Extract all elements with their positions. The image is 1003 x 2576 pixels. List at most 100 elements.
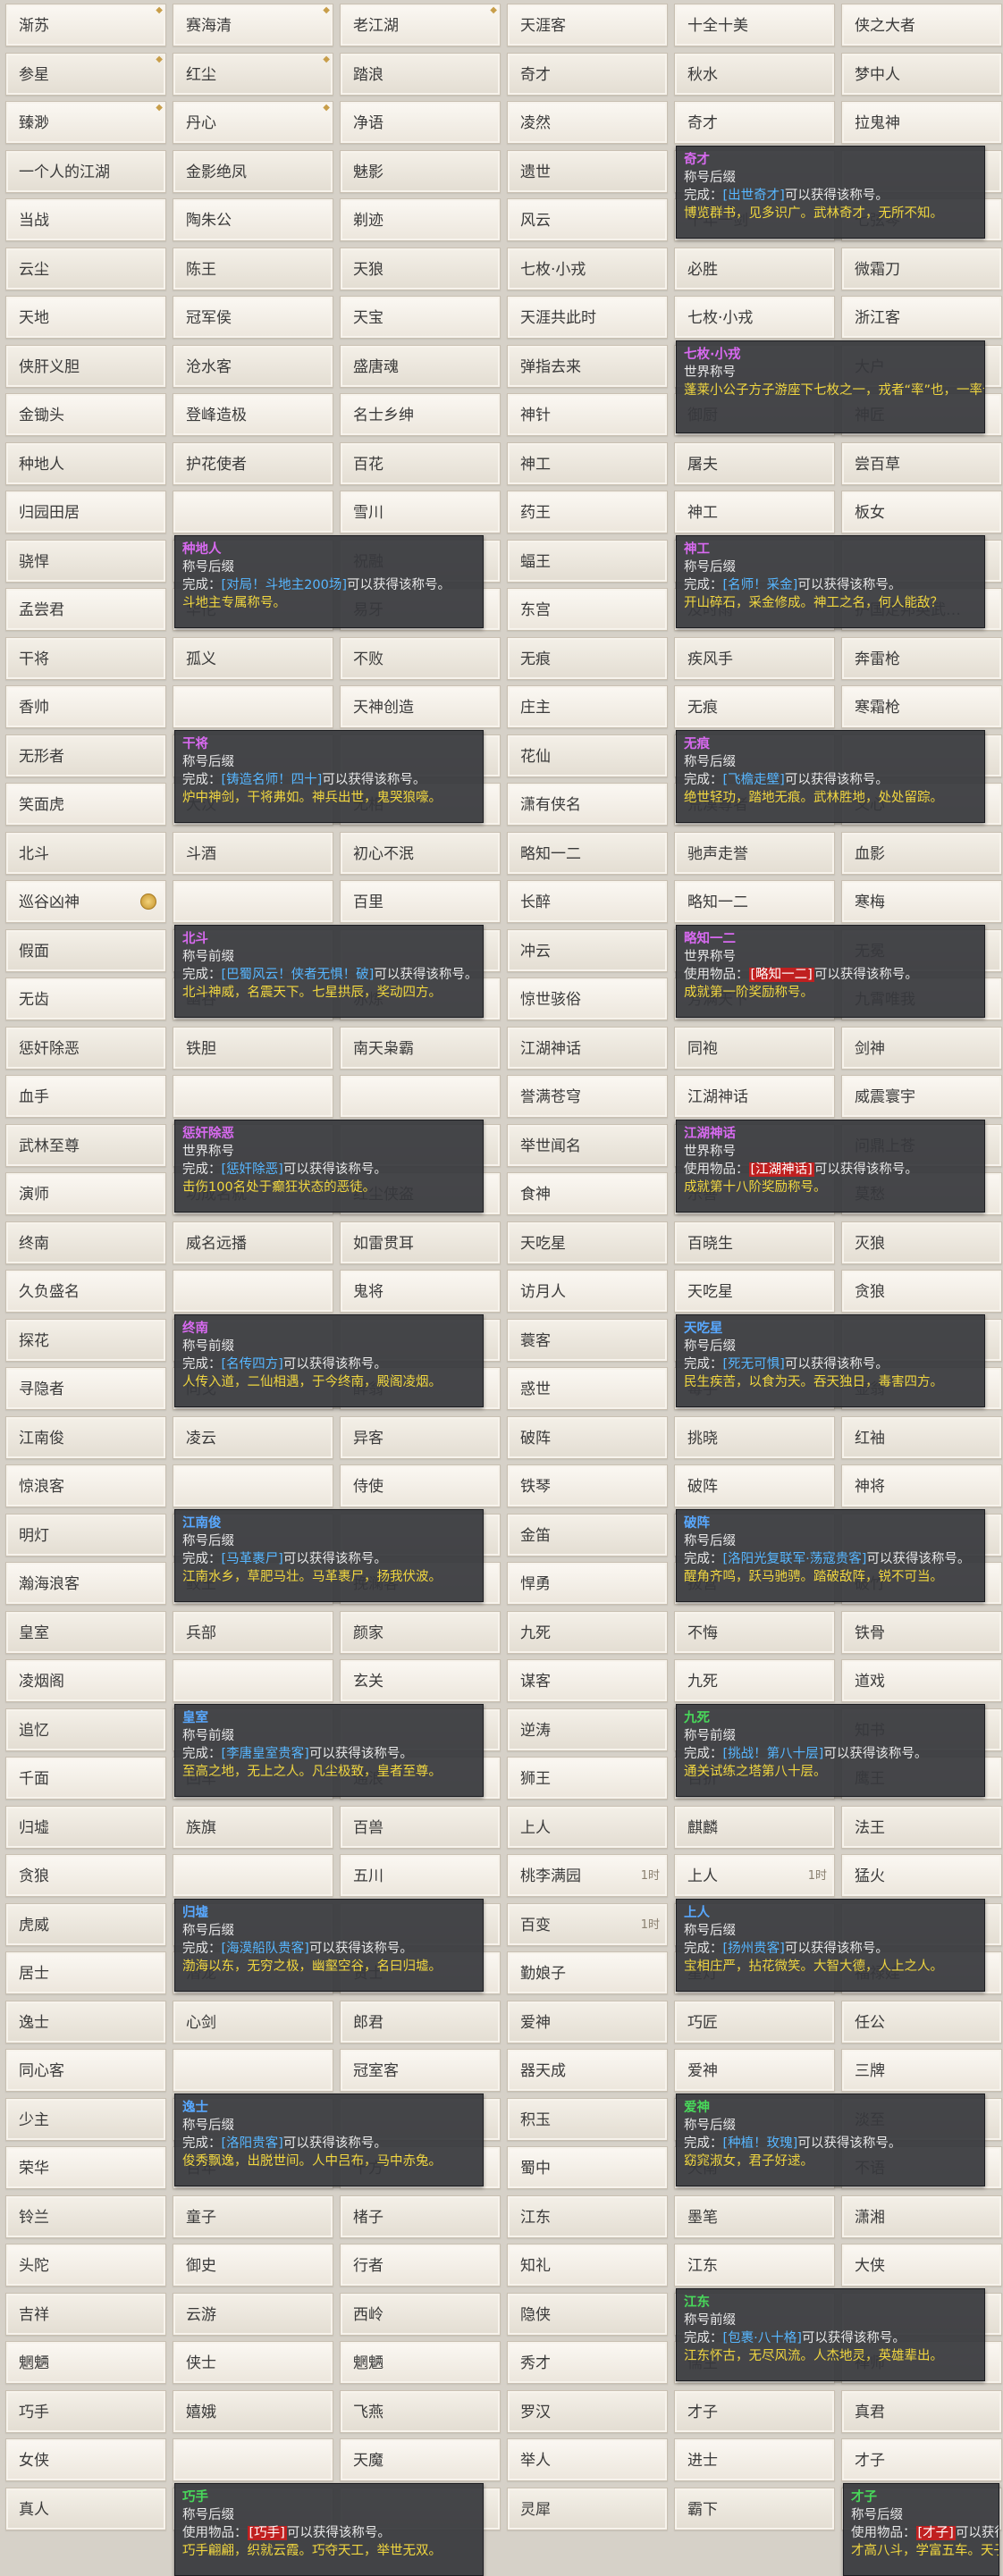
title-cell[interactable]: 血手 (5, 1075, 166, 1118)
title-cell[interactable]: 上人 (507, 1805, 668, 1849)
title-cell[interactable]: 探花 (5, 1318, 166, 1362)
title-cell[interactable]: 虎威 (5, 1902, 166, 1946)
title-cell[interactable]: 东宫 (507, 588, 668, 631)
title-cell[interactable]: 江湖神话 (674, 1075, 835, 1118)
title-cell[interactable]: 瀚海浪客 (5, 1562, 166, 1605)
title-cell[interactable]: 盛唐魂 (340, 344, 501, 388)
title-cell[interactable]: 同心客 (5, 2049, 166, 2092)
title-cell[interactable]: 兵部 (173, 1610, 333, 1654)
title-cell[interactable]: 法王 (841, 1805, 1002, 1849)
title-cell[interactable]: 净语 (340, 101, 501, 144)
title-cell[interactable]: 女侠 (5, 2438, 166, 2481)
title-cell[interactable]: 无痕 (507, 636, 668, 680)
title-cell[interactable]: 花仙 (507, 734, 668, 777)
title-cell[interactable]: 郎君 (340, 2000, 501, 2043)
title-cell[interactable]: 武林至尊 (5, 1123, 166, 1167)
title-cell[interactable]: 假面 (5, 928, 166, 972)
title-cell[interactable]: 七枚·小戎 (507, 247, 668, 290)
title-cell[interactable]: 飞燕 (340, 2389, 501, 2433)
title-cell[interactable]: 上人 1时 (674, 1854, 835, 1897)
title-cell[interactable]: 金锄头 (5, 393, 166, 436)
title-cell[interactable]: 百花 (340, 441, 501, 485)
title-cell[interactable] (173, 491, 333, 533)
title-cell[interactable]: 鬼将 (340, 1270, 501, 1313)
title-cell[interactable]: 北斗 (5, 831, 166, 875)
title-cell[interactable]: 寒霜枪 (841, 685, 1002, 728)
title-cell[interactable]: 真君 (841, 2389, 1002, 2433)
title-cell[interactable]: 归园田居 (5, 491, 166, 533)
title-cell[interactable]: 冲云 (507, 928, 668, 972)
title-cell[interactable]: 巧手 (5, 2389, 166, 2433)
title-cell[interactable]: 爱神 (674, 2049, 835, 2092)
title-cell[interactable]: 破阵 (674, 1464, 835, 1507)
title-cell[interactable]: 隐侠 (507, 2292, 668, 2336)
title-cell[interactable]: 登峰造极 (173, 393, 333, 436)
title-cell[interactable] (173, 880, 333, 923)
title-cell[interactable]: 器天成 (507, 2049, 668, 2092)
title-cell[interactable]: 九死 (507, 1610, 668, 1654)
title-cell[interactable]: 巡谷凶神 (5, 880, 166, 923)
title-cell[interactable]: 红尘 ◆ (173, 52, 333, 96)
title-cell[interactable]: 凌云 (173, 1415, 333, 1459)
title-cell[interactable]: 蝠王 (507, 539, 668, 583)
title-cell[interactable]: 蜀中 (507, 2146, 668, 2189)
title-cell[interactable]: 一个人的江湖 (5, 149, 166, 193)
title-cell[interactable]: 天涯客 (507, 4, 668, 46)
title-cell[interactable]: 明灯 (5, 1513, 166, 1557)
title-cell[interactable]: 赛海清 ◆ (173, 4, 333, 46)
title-cell[interactable]: 百里 (340, 880, 501, 923)
title-cell[interactable]: 神工 (507, 441, 668, 485)
title-cell[interactable]: 遗世 (507, 149, 668, 193)
title-cell[interactable]: 食神 (507, 1172, 668, 1215)
title-cell[interactable]: 举世闻名 (507, 1123, 668, 1167)
title-cell[interactable]: 五川 (340, 1854, 501, 1897)
title-cell[interactable]: 渐苏 ◆ (5, 4, 166, 46)
title-cell[interactable]: 举人 (507, 2438, 668, 2481)
title-cell[interactable]: 臻渺 ◆ (5, 101, 166, 144)
title-cell[interactable]: 孤义 (173, 636, 333, 680)
title-cell[interactable]: 凌烟阁 (5, 1659, 166, 1702)
title-cell[interactable]: 剑神 (841, 1026, 1002, 1070)
title-cell[interactable]: 寻隐者 (5, 1367, 166, 1410)
title-cell[interactable] (173, 685, 333, 728)
title-cell[interactable]: 三牌 (841, 2049, 1002, 2092)
title-cell[interactable]: 皇室 (5, 1610, 166, 1654)
title-cell[interactable]: 狮王 (507, 1757, 668, 1800)
title-cell[interactable]: 弹指去来 (507, 344, 668, 388)
title-cell[interactable] (173, 1464, 333, 1507)
title-cell[interactable]: 神将 (841, 1464, 1002, 1507)
title-cell[interactable]: 罗汉 (507, 2389, 668, 2433)
title-cell[interactable]: 当战 (5, 198, 166, 241)
title-cell[interactable]: 嬉娥 (173, 2389, 333, 2433)
title-cell[interactable]: 天魔 (340, 2438, 501, 2481)
title-cell[interactable]: 铁琴 (507, 1464, 668, 1507)
title-cell[interactable]: 无痕 (674, 685, 835, 728)
title-cell[interactable]: 奇才 (674, 101, 835, 144)
title-cell[interactable]: 灭狼 (841, 1221, 1002, 1264)
title-cell[interactable]: 云尘 (5, 247, 166, 290)
title-cell[interactable]: 巧匠 (674, 2000, 835, 2043)
title-cell[interactable]: 参星 ◆ (5, 52, 166, 96)
title-cell[interactable]: 归墟 (5, 1805, 166, 1849)
title-cell[interactable]: 金影绝凤 (173, 149, 333, 193)
title-cell[interactable]: 铁骨 (841, 1610, 1002, 1654)
title-cell[interactable]: 长醉 (507, 880, 668, 923)
title-cell[interactable]: 天地 (5, 296, 166, 339)
title-cell[interactable]: 悍勇 (507, 1562, 668, 1605)
title-cell[interactable]: 麒麟 (674, 1805, 835, 1849)
title-cell[interactable] (173, 1270, 333, 1313)
title-cell[interactable]: 奔雷枪 (841, 636, 1002, 680)
title-cell[interactable]: 真人 (5, 2487, 166, 2530)
title-cell[interactable]: 进士 (674, 2438, 835, 2481)
title-cell[interactable] (340, 1075, 501, 1118)
title-cell[interactable]: 异客 (340, 1415, 501, 1459)
title-cell[interactable]: 陶朱公 (173, 198, 333, 241)
title-cell[interactable]: 贪狼 (841, 1270, 1002, 1313)
title-cell[interactable]: 沧水客 (173, 344, 333, 388)
title-cell[interactable]: 惊浪客 (5, 1464, 166, 1507)
title-cell[interactable]: 才子 (674, 2389, 835, 2433)
title-cell[interactable]: 风云 (507, 198, 668, 241)
title-cell[interactable]: 霸下 (674, 2487, 835, 2530)
title-cell[interactable]: 金笛 (507, 1513, 668, 1557)
title-cell[interactable] (173, 1854, 333, 1897)
